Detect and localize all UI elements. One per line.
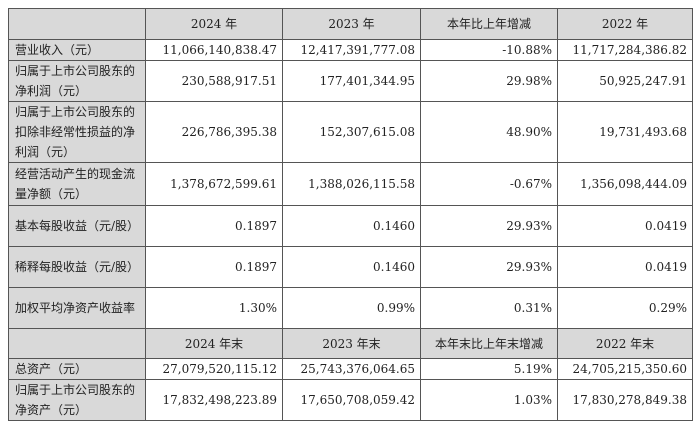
financial-summary-table: 2024 年 2023 年本年比上年增减 2022 年营业收入（元） 11,066,1…	[8, 8, 693, 421]
value-cell: 1,356,098,444.09	[557, 162, 693, 206]
value-cell: 230,588,917.51	[145, 60, 283, 102]
value-cell: 0.1460	[282, 246, 421, 288]
value-cell: 5.19%	[420, 358, 558, 380]
value-cell: 11,717,284,386.82	[557, 39, 693, 61]
value-cell: 29.93%	[420, 205, 558, 247]
value-cell: 177,401,344.95	[282, 60, 421, 102]
row-label: 稀释每股收益（元/股）	[8, 246, 146, 288]
row-label: 总资产（元）	[8, 358, 146, 380]
table-row: 营业收入（元） 11,066,140,838.47 12,417,391,777.0…	[8, 39, 693, 61]
column-header: 2022 年	[557, 8, 693, 40]
value-cell: 48.90%	[420, 101, 558, 163]
value-cell: 0.31%	[420, 287, 558, 329]
column-header: 2023 年末	[282, 328, 421, 359]
row-label: 营业收入（元）	[8, 39, 146, 61]
value-cell: -10.88%	[420, 39, 558, 61]
value-cell: 0.1460	[282, 205, 421, 247]
value-cell: 24,705,215,350.60	[557, 358, 693, 380]
table-row: 稀释每股收益（元/股） 0.1897 0.1460 29.93% 0.0419	[8, 246, 693, 288]
table-row: 总资产（元） 27,079,520,115.12 25,743,376,064.65…	[8, 358, 693, 380]
value-cell: 25,743,376,064.65	[282, 358, 421, 380]
row-label: 归属于上市公司股东的扣除非经常性损益的净利润（元）	[8, 101, 146, 163]
value-cell: 11,066,140,838.47	[145, 39, 283, 61]
header-blank-cell	[8, 328, 146, 359]
header-row: 2024 年 2023 年本年比上年增减 2022 年	[8, 8, 693, 40]
value-cell: 1,388,026,115.58	[282, 162, 421, 206]
value-cell: 29.98%	[420, 60, 558, 102]
row-label: 基本每股收益（元/股）	[8, 205, 146, 247]
value-cell: 0.0419	[557, 205, 693, 247]
value-cell: 226,786,395.38	[145, 101, 283, 163]
header-blank-cell	[8, 8, 146, 40]
value-cell: 12,417,391,777.08	[282, 39, 421, 61]
table-row: 基本每股收益（元/股） 0.1897 0.1460 29.93% 0.0419	[8, 205, 693, 247]
value-cell: 19,731,493.68	[557, 101, 693, 163]
column-header: 2023 年	[282, 8, 421, 40]
value-cell: 27,079,520,115.12	[145, 358, 283, 380]
row-label: 加权平均净资产收益率	[8, 287, 146, 329]
header-row: 2024 年末 2023 年末 本年末比上年末增减 2022 年末	[8, 328, 693, 359]
column-header: 2024 年末	[145, 328, 283, 359]
value-cell: 0.29%	[557, 287, 693, 329]
value-cell: 17,832,498,223.89	[145, 379, 283, 421]
row-label: 经营活动产生的现金流量净额（元）	[8, 162, 146, 206]
column-header: 2022 年末	[557, 328, 693, 359]
row-label: 归属于上市公司股东的净利润（元）	[8, 60, 146, 102]
value-cell: 0.1897	[145, 246, 283, 288]
value-cell: -0.67%	[420, 162, 558, 206]
value-cell: 1.30%	[145, 287, 283, 329]
table-row: 归属于上市公司股东的净资产（元） 17,832,498,223.89 17,650,…	[8, 379, 693, 421]
table-row: 归属于上市公司股东的净利润（元） 230,588,917.51 177,401,34…	[8, 60, 693, 102]
value-cell: 17,830,278,849.38	[557, 379, 693, 421]
table-row: 加权平均净资产收益率 1.30% 0.99% 0.31% 0.29%	[8, 287, 693, 329]
row-label: 归属于上市公司股东的净资产（元）	[8, 379, 146, 421]
value-cell: 50,925,247.91	[557, 60, 693, 102]
value-cell: 0.0419	[557, 246, 693, 288]
value-cell: 1,378,672,599.61	[145, 162, 283, 206]
table-row: 归属于上市公司股东的扣除非经常性损益的净利润（元） 226,786,395.38 1…	[8, 101, 693, 163]
value-cell: 29.93%	[420, 246, 558, 288]
value-cell: 17,650,708,059.42	[282, 379, 421, 421]
column-header: 2024 年	[145, 8, 283, 40]
value-cell: 152,307,615.08	[282, 101, 421, 163]
table-row: 经营活动产生的现金流量净额（元） 1,378,672,599.61 1,388,02…	[8, 162, 693, 206]
value-cell: 0.1897	[145, 205, 283, 247]
column-header: 本年末比上年末增减	[420, 328, 558, 359]
value-cell: 0.99%	[282, 287, 421, 329]
value-cell: 1.03%	[420, 379, 558, 421]
column-header: 本年比上年增减	[420, 8, 558, 40]
